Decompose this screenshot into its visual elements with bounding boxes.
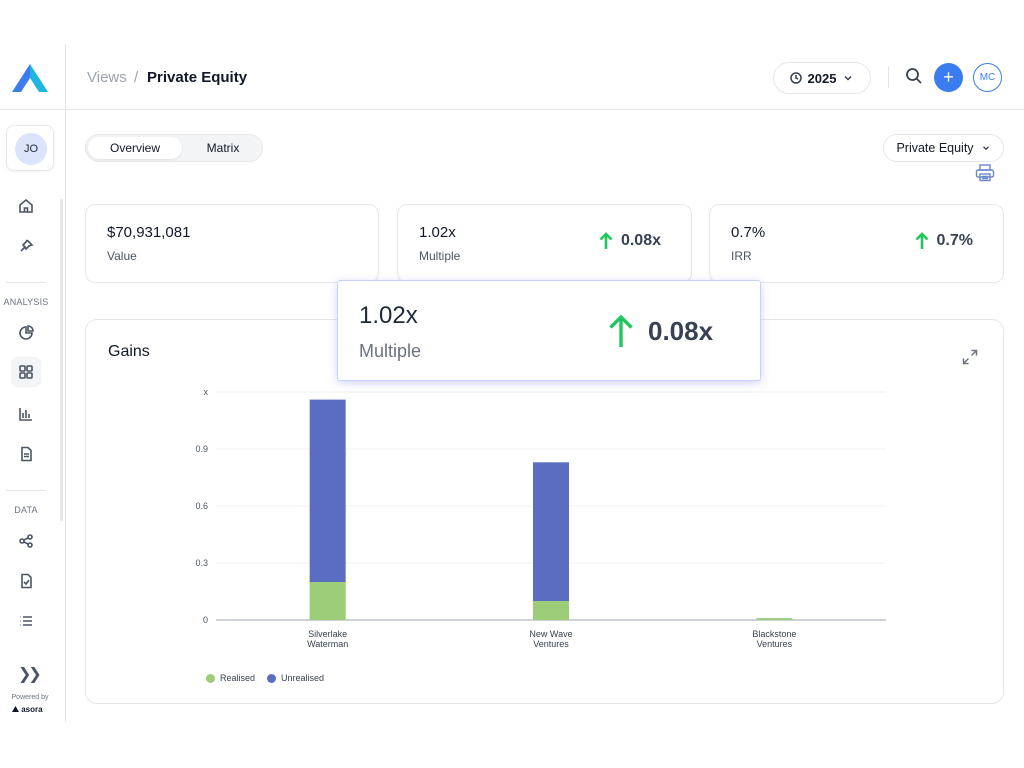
legend-item[interactable]: Realised — [206, 673, 255, 683]
main-content: Overview Matrix Private Equity $70,931,0… — [66, 110, 1024, 722]
legend-label: Unrealised — [281, 673, 325, 683]
app-frame: JO ANALYSIS DATA — [0, 44, 1024, 722]
bar-realised — [309, 582, 346, 620]
multiple-zoom-callout: 1.02x Multiple 0.08x — [338, 281, 760, 380]
x-tick-label: Ventures — [533, 639, 569, 649]
header: Views / Private Equity 2025 + MC — [66, 44, 1024, 110]
kpi-label: IRR — [731, 249, 752, 263]
zoom-delta-value: 0.08x — [648, 315, 714, 346]
x-tick-label: Ventures — [757, 639, 793, 649]
expand-sidebar-icon[interactable]: ❯❯ — [18, 666, 42, 683]
user-menu-avatar[interactable]: MC — [973, 63, 1002, 92]
kpi-delta-value: 0.7% — [936, 232, 973, 249]
kpi-value: 0.7% — [731, 224, 766, 241]
y-tick-label: 0 — [203, 615, 208, 625]
kpi-value: 1.02x — [419, 224, 456, 241]
powered-brand-name: asora — [21, 705, 43, 714]
tab-overview[interactable]: Overview — [88, 137, 182, 159]
chart-title: Gains — [108, 343, 150, 360]
expand-icon[interactable] — [962, 349, 978, 365]
clock-icon — [789, 72, 802, 84]
y-tick-label: 0.3 — [195, 558, 208, 568]
user-avatar[interactable]: JO — [15, 133, 47, 165]
header-divider — [888, 66, 889, 88]
bar-realised — [756, 618, 793, 620]
legend-swatch — [267, 673, 277, 683]
gains-chart-card: Gains 0 0.3 0.6 0.9 x Silverlake Waterman New W… — [85, 319, 1004, 704]
kpi-card-irr[interactable]: 0.7% IRR 0.7% — [709, 204, 1004, 283]
bar-unrealised — [533, 462, 569, 601]
section-analysis: ANALYSIS — [3, 297, 49, 307]
asora-mini-logo-icon — [12, 706, 19, 712]
user-card[interactable]: JO — [6, 125, 54, 171]
sidebar-divider — [0, 109, 66, 110]
arrow-up-icon — [915, 232, 928, 249]
legend-item[interactable]: Unrealised — [267, 673, 324, 683]
share-icon[interactable] — [15, 530, 37, 552]
x-tick-label: Blackstone — [752, 629, 796, 639]
kpi-label: Multiple — [419, 249, 461, 263]
pin-icon[interactable] — [15, 235, 37, 257]
sidebar: JO ANALYSIS DATA — [0, 44, 66, 722]
sidebar-separator — [6, 282, 46, 283]
view-tabs: Overview Matrix — [85, 134, 263, 162]
powered-by-brand: asora — [12, 705, 43, 714]
year-value: 2025 — [807, 70, 837, 86]
arrow-up-icon — [599, 232, 613, 249]
legend-label: Realised — [220, 673, 256, 683]
asora-logo[interactable] — [12, 62, 48, 94]
document-icon[interactable] — [15, 443, 37, 465]
x-tick-label: New Wave — [529, 629, 572, 639]
add-button[interactable]: + — [934, 63, 963, 92]
bar-chart-icon[interactable] — [15, 403, 37, 425]
pie-chart-icon[interactable] — [15, 322, 37, 344]
search-icon[interactable] — [905, 67, 925, 87]
breadcrumb-separator: / — [134, 69, 139, 86]
kpi-label: Value — [107, 249, 137, 263]
bar-realised — [533, 601, 569, 620]
arrow-up-icon — [609, 314, 633, 347]
legend-swatch — [206, 673, 215, 683]
kpi-card-multiple[interactable]: 1.02x Multiple 0.08x — [397, 204, 692, 283]
kpi-delta: 0.08x — [599, 232, 661, 250]
kpi-delta: 0.7% — [915, 232, 973, 250]
kpi-value: $70,931,081 — [107, 224, 191, 241]
portfolio-filter-value: Private Equity — [896, 141, 974, 155]
portfolio-filter[interactable]: Private Equity — [883, 134, 1004, 162]
kpi-card-value[interactable]: $70,931,081 Value — [85, 204, 379, 283]
y-tick-label: x — [204, 387, 209, 397]
print-icon[interactable] — [975, 164, 995, 182]
year-selector[interactable]: 2025 — [773, 62, 871, 94]
x-tick-label: Silverlake — [308, 629, 347, 639]
x-tick-label: Waterman — [307, 639, 348, 649]
zoom-label: Multiple — [359, 341, 422, 361]
breadcrumb-current: Private Equity — [147, 69, 248, 86]
chevron-down-icon — [844, 75, 852, 81]
kpi-delta-value: 0.08x — [620, 232, 661, 249]
powered-by-label: Powered by — [11, 694, 49, 701]
zoom-value: 1.02x — [359, 302, 418, 329]
y-tick-label: 0.9 — [195, 444, 208, 454]
tab-matrix[interactable]: Matrix — [206, 141, 240, 155]
grid-icon[interactable] — [11, 357, 41, 387]
breadcrumb-views[interactable]: Views — [87, 69, 127, 86]
zoom-delta: 0.08x — [608, 314, 713, 348]
checked-file-icon[interactable] — [15, 570, 37, 592]
sidebar-scrollbar[interactable] — [60, 199, 63, 521]
chart-legend: Realised Unrealised — [206, 673, 324, 683]
list-icon[interactable] — [15, 610, 37, 632]
sidebar-separator — [6, 490, 46, 491]
home-icon[interactable] — [15, 195, 37, 217]
bar-unrealised — [309, 399, 346, 582]
chevron-down-icon — [982, 146, 989, 151]
y-tick-label: 0.6 — [195, 501, 208, 511]
section-data: DATA — [14, 505, 38, 515]
